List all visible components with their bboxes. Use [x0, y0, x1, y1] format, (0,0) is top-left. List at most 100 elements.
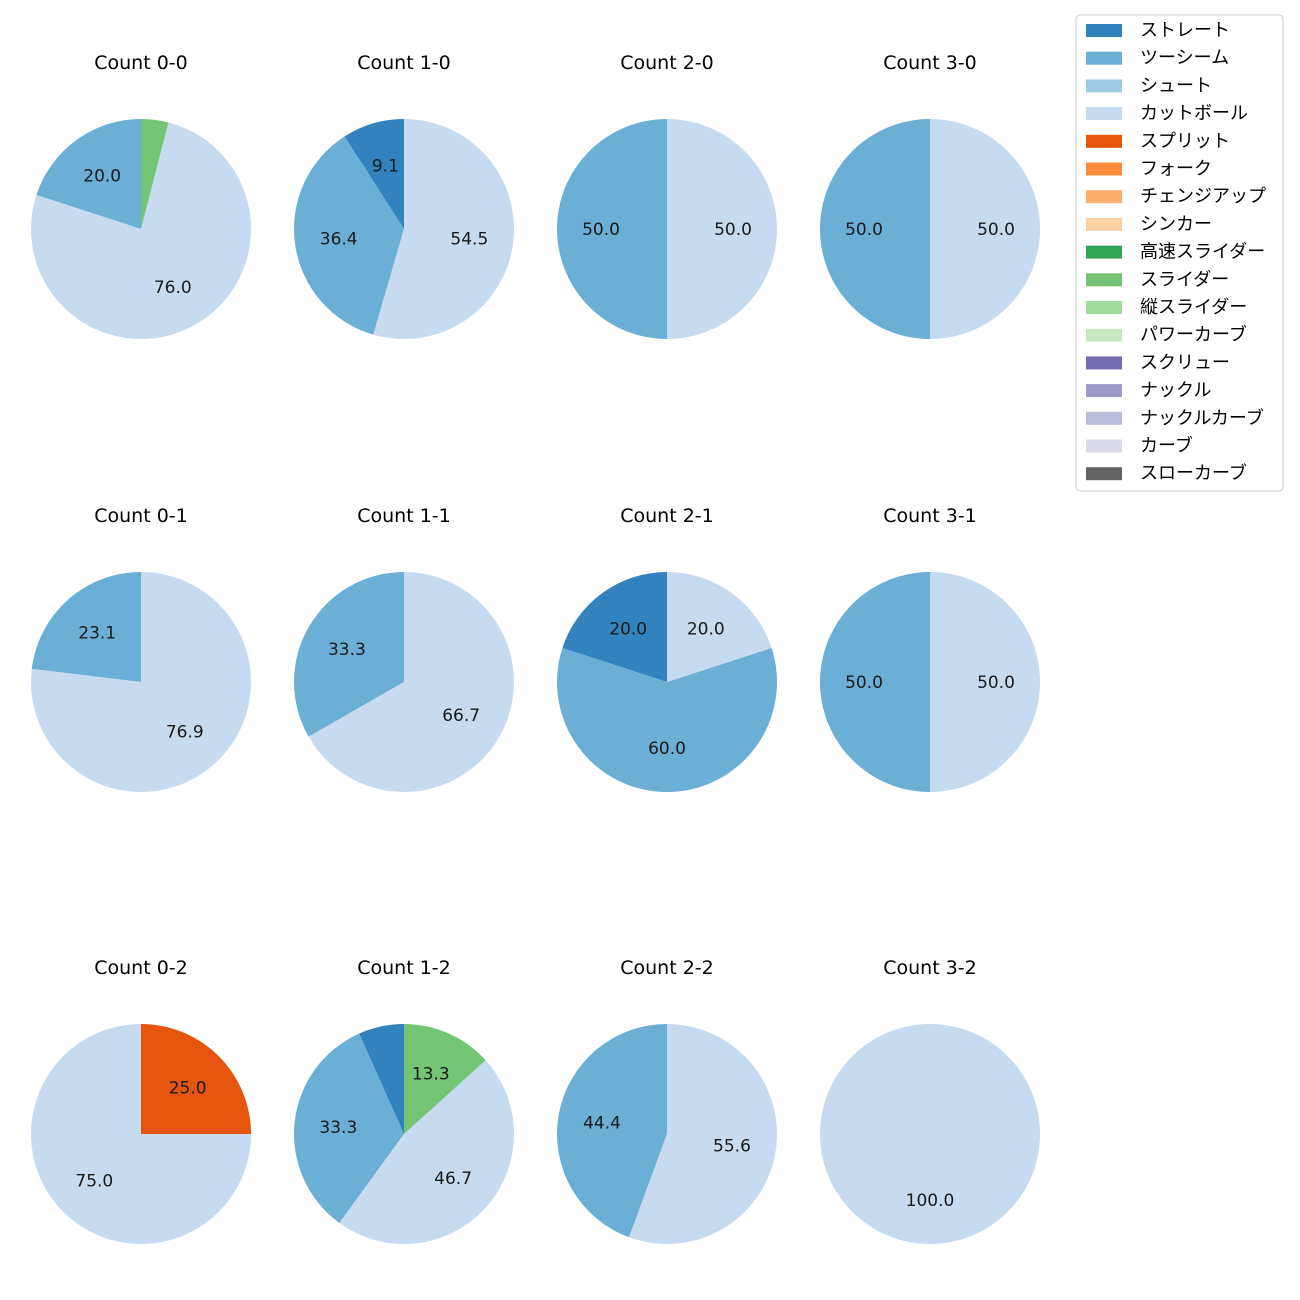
legend-label: スクリュー	[1140, 352, 1230, 373]
pie-slice	[373, 119, 515, 339]
pie-slice	[930, 572, 1040, 792]
pie-slice	[141, 119, 169, 229]
slice-label: 60.0	[648, 739, 686, 759]
legend-label: 縦スライダー	[1140, 297, 1247, 318]
pie-title: Count 0-1	[94, 505, 188, 527]
pie-slice	[557, 648, 777, 792]
slice-label: 46.7	[434, 1169, 472, 1189]
legend-label: チェンジアップ	[1140, 186, 1266, 207]
pie-slice	[30, 572, 251, 792]
legend-swatch	[1086, 273, 1122, 287]
legend-label: パワーカーブ	[1140, 324, 1247, 346]
pie-slice	[820, 1024, 1040, 1244]
pie-slice	[820, 572, 930, 792]
pie-slice	[141, 1024, 251, 1134]
legend-swatch	[1086, 328, 1122, 342]
slice-label: 20.0	[609, 620, 647, 640]
slice-label: 75.0	[75, 1172, 113, 1192]
pie-title: Count 1-0	[357, 52, 451, 74]
pie-slice	[294, 572, 404, 737]
legend-swatch	[1086, 301, 1122, 314]
legend-label: カットボール	[1140, 103, 1248, 124]
legend-label: ツーシーム	[1140, 48, 1229, 69]
legend-label: 高速スライダー	[1140, 242, 1265, 263]
pie-title: Count 2-1	[620, 505, 714, 527]
pie-chart: Count 3-1 50.0 50.0	[820, 505, 1040, 792]
legend-label: フォーク	[1140, 159, 1212, 180]
legend-label: シュート	[1140, 75, 1212, 96]
slice-label: 76.9	[166, 722, 204, 742]
legend-swatch	[1086, 356, 1122, 370]
legend-swatch	[1086, 467, 1122, 481]
pie-slice	[294, 1033, 404, 1223]
pie-chart: Count 1-0 9.1 36.4 54.5	[294, 52, 515, 339]
pie-slice	[344, 119, 404, 229]
pie-slice	[359, 1024, 404, 1134]
legend-label: カーブ	[1140, 435, 1193, 457]
slice-label: 13.3	[412, 1065, 450, 1085]
slice-label: 50.0	[714, 220, 752, 240]
slice-label: 50.0	[977, 220, 1015, 240]
legend-swatch	[1086, 51, 1122, 65]
slice-label: 50.0	[845, 673, 883, 693]
slice-label: 54.5	[450, 229, 488, 249]
legend-label: ナックル	[1140, 380, 1211, 401]
pie-chart: Count 2-2 44.4 55.6	[556, 957, 777, 1244]
slice-label: 50.0	[845, 220, 883, 240]
pie-chart: Count 2-1 20.0 60.0 20.0	[557, 505, 777, 792]
pie-slice	[557, 119, 667, 339]
pie-slice	[31, 572, 141, 682]
pie-slice	[308, 572, 514, 792]
slice-label: 66.7	[442, 706, 480, 726]
slice-label: 9.1	[372, 157, 399, 177]
pie-slice	[667, 119, 777, 339]
legend-label: スライダー	[1140, 269, 1229, 290]
pie-slice	[339, 1060, 514, 1244]
pie-slice	[404, 1024, 486, 1134]
legend: ストレートツーシームシュートカットボールスプリットフォークチェンジアップシンカー…	[1075, 14, 1284, 492]
pie-chart: Count 3-2 100.0	[820, 957, 1040, 1244]
pie-chart: Count 0-2 75.0 25.0	[31, 957, 251, 1244]
pie-chart: Count 0-0 20.0 76.0	[31, 52, 252, 340]
legend-swatch	[1086, 190, 1122, 204]
slice-label: 33.3	[319, 1118, 357, 1138]
legend-label: ナックルカーブ	[1140, 407, 1264, 429]
pie-title: Count 3-2	[883, 957, 977, 979]
slice-label: 23.1	[78, 624, 116, 644]
pie-title: Count 3-1	[883, 505, 977, 527]
pie-title: Count 1-2	[357, 957, 451, 979]
pie-chart: Count 1-2 33.3 46.7 13.3	[294, 957, 514, 1244]
slice-label: 100.0	[906, 1191, 955, 1211]
slice-label: 25.0	[169, 1078, 207, 1098]
pie-title: Count 2-2	[620, 957, 714, 979]
slice-label: 44.4	[583, 1113, 621, 1133]
legend-label: ストレート	[1140, 20, 1230, 41]
slice-label: 55.6	[713, 1137, 751, 1157]
pie-slice	[31, 122, 252, 340]
pie-slice	[556, 1024, 667, 1238]
legend-swatch	[1086, 217, 1122, 231]
slice-label: 33.3	[328, 640, 366, 660]
pie-slice	[562, 572, 667, 682]
legend-swatch	[1086, 134, 1122, 148]
slice-label: 76.0	[154, 278, 192, 298]
slice-label: 20.0	[687, 620, 725, 640]
legend-swatch	[1086, 384, 1122, 398]
pie-chart: Count 2-0 50.0 50.0	[557, 52, 777, 339]
pie-title: Count 0-2	[94, 957, 188, 979]
pie-title: Count 3-0	[883, 52, 977, 74]
legend-swatch	[1086, 24, 1122, 37]
pie-chart: Count 3-0 50.0 50.0	[820, 52, 1040, 339]
legend-swatch	[1086, 411, 1122, 425]
pie-slice	[667, 572, 772, 682]
legend-label: シンカー	[1140, 214, 1212, 235]
pie-chart: Count 1-1 33.3 66.7	[294, 505, 514, 792]
legend-swatch	[1086, 439, 1122, 453]
legend-label: スプリット	[1140, 131, 1230, 152]
slice-label: 20.0	[83, 167, 121, 187]
pie-slice	[36, 119, 141, 229]
slice-label: 50.0	[582, 220, 620, 240]
pie-title: Count 0-0	[94, 52, 188, 74]
legend-swatch	[1086, 245, 1122, 259]
